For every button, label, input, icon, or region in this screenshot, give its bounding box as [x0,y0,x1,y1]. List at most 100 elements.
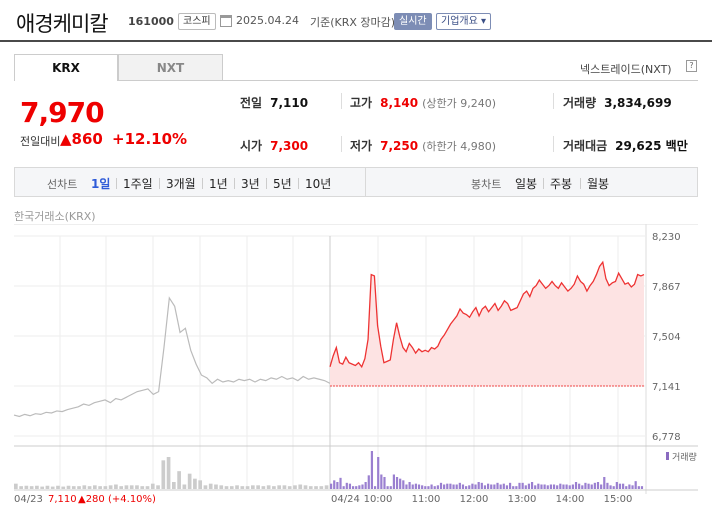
realtime-button[interactable]: 실시간 [394,13,432,30]
prev-vol-bar-35 [198,480,203,489]
candle-monthly[interactable]: 월봉 [587,177,610,191]
stat-amount: 거래대금 29,625 백만 [563,139,688,153]
today-vol-bar-81 [584,482,587,489]
period-3m[interactable]: 3개월 [166,177,196,191]
today-vol-bar-53 [496,482,499,489]
prev-vol-bar-32 [182,484,187,489]
calendar-icon [220,15,232,27]
period-1w[interactable]: 1주일 [123,177,153,191]
today-vol-bar-24 [405,484,408,489]
period-1y[interactable]: 1년 [209,177,228,191]
tab-krx[interactable]: KRX [14,54,118,81]
prev-vol-bar-40 [224,486,229,489]
prev-vol-bar-4 [35,485,39,489]
today-vol-bar-28 [417,484,421,489]
today-vol-bar-14 [373,486,377,489]
prev-vol-bar-41 [229,486,234,489]
prev-vol-bar-34 [193,478,197,489]
prev-vol-bar-58 [319,486,324,489]
candle-weekly[interactable]: 주봉 [550,177,573,191]
today-vol-bar-37 [446,483,449,489]
today-vol-bar-59 [515,486,518,489]
market-badge: 코스피 [178,13,216,30]
prev-day-date: 04/23 [14,494,43,505]
today-vol-bar-32 [430,484,433,489]
today-vol-bar-6 [348,483,352,489]
change-label: 전일대비 [20,135,61,148]
today-vol-bar-72 [556,485,559,489]
nextrade-link[interactable]: 넥스트레이드(NXT) [580,63,672,76]
prev-vol-bar-17 [103,486,108,489]
today-vol-bar-68 [543,484,546,489]
today-vol-bar-55 [502,483,505,489]
prev-vol-bar-14 [87,486,92,489]
prev-vol-bar-10 [66,485,71,489]
today-vol-bar-62 [524,485,527,489]
prev-vol-bar-15 [93,485,97,489]
prev-vol-bar-6 [45,485,50,489]
today-vol-bar-27 [414,483,417,489]
today-vol-bar-56 [505,485,509,489]
today-vol-bar-40 [455,484,458,489]
today-vol-bar-63 [527,483,531,489]
current-price: 7,970 [20,96,105,129]
today-vol-bar-4 [342,486,345,489]
prev-vol-bar-42 [235,485,239,489]
today-vol-bar-8 [355,486,358,489]
y-tick-0: 8,230 [652,232,681,243]
prev-vol-bar-27 [156,485,160,489]
today-vol-bar-96 [631,485,634,489]
today-vol-bar-66 [537,483,540,489]
intraday-chart[interactable]: 8,230 7,867 7,504 7,141 6,778 거래량 04/24 10:00 11… [0,224,712,524]
today-line [329,260,645,369]
x-tick-3: 12:00 [460,494,489,505]
period-5y[interactable]: 5년 [273,177,292,191]
exchange-label: 한국거래소(KRX) [14,210,96,223]
period-bar: 선차트 1일 1주일 3개월 1년 3년 5년 10년 봉차트 일봉 주봉 월봉 [14,167,698,197]
prev-vol-bar-0 [14,483,18,489]
stat-high: 고가 8,140 (상한가 9,240) [350,96,496,110]
today-vol-bar-84 [593,482,596,489]
quote-date: 2025.04.24 [236,14,299,27]
stock-header: 애경케미칼 161000 코스피 2025.04.24 기준(KRX 장마감) … [0,0,712,42]
today-vol-bar-85 [596,482,600,489]
today-vol-bar-54 [499,484,502,489]
today-vol-bar-78 [574,482,578,489]
prev-vol-bar-7 [50,486,55,489]
help-icon[interactable]: ? [686,60,697,72]
today-vol-bar-13 [370,451,374,489]
prev-vol-bar-8 [56,485,60,489]
period-1d[interactable]: 1일 [91,177,111,191]
today-vol-bar-91 [615,482,618,489]
period-3y[interactable]: 3년 [241,177,260,191]
today-vol-bar-49 [483,485,487,489]
today-vol-bar-92 [618,483,622,489]
today-vol-bar-82 [587,483,590,489]
x-tick-2: 11:00 [412,494,441,505]
today-vol-bar-71 [552,484,556,489]
prev-vol-bar-29 [166,457,171,489]
period-10y[interactable]: 10년 [305,177,332,191]
prev-vol-bar-5 [40,486,45,489]
today-vol-bar-30 [424,486,427,489]
y-tick-3: 7,141 [652,382,681,393]
prev-vol-bar-57 [314,486,318,489]
today-vol-bar-15 [377,457,380,489]
today-vol-bar-98 [637,486,640,489]
tab-nxt[interactable]: NXT [118,54,223,81]
prev-vol-bar-9 [61,486,66,489]
candle-daily[interactable]: 일봉 [515,177,538,191]
stat-prev-close: 전일 7,110 [240,96,309,110]
today-vol-bar-87 [603,477,606,489]
prev-vol-bar-16 [98,486,102,489]
prev-vol-bar-30 [172,482,176,489]
tab-divider [223,80,698,81]
today-vol-bar-42 [461,484,465,489]
today-vol-bar-23 [402,480,405,489]
line-chart-label: 선차트 [47,178,78,191]
company-overview-dropdown[interactable]: 기업개요 ▾ [436,13,491,30]
today-vol-bar-9 [358,485,361,489]
prev-vol-bar-2 [24,485,29,489]
today-vol-bar-51 [490,484,493,489]
today-vol-bar-44 [468,485,471,489]
